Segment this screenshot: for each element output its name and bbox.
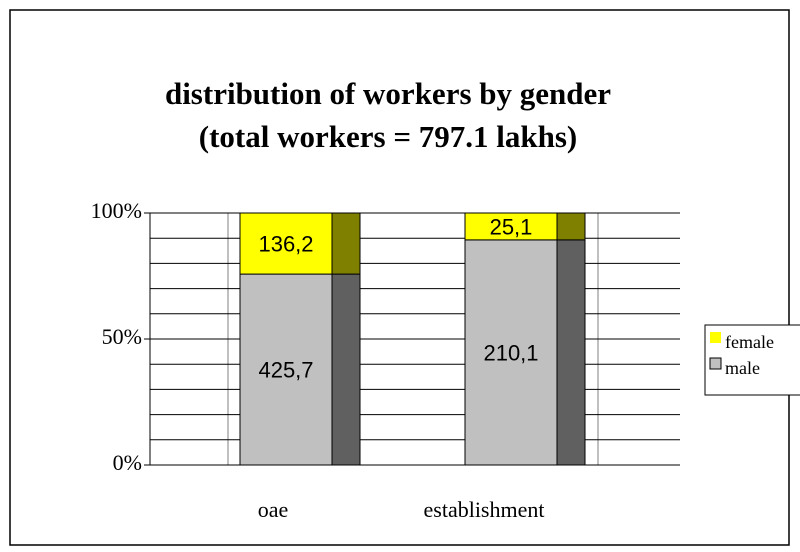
bar-segment: [239, 212, 333, 275]
legend-label: female: [725, 332, 774, 352]
bar-segment: [239, 273, 333, 466]
x-tick-label: oae: [258, 497, 289, 522]
bar-side: [331, 212, 361, 275]
chart-title: distribution of workers by gender: [165, 76, 611, 111]
y-tick-label: 0%: [113, 450, 142, 475]
y-tick-label: 100%: [91, 198, 142, 223]
legend-label: male: [725, 358, 760, 378]
data-label: 210,1: [483, 340, 538, 365]
data-label: 425,7: [258, 357, 313, 382]
legend-swatch: [709, 357, 722, 370]
legend-swatch: [710, 332, 721, 343]
y-tick-label: 50%: [102, 324, 142, 349]
x-tick-label: establishment: [424, 497, 545, 522]
chart-frame: [9, 9, 790, 546]
chart-subtitle: (total workers = 797.1 lakhs): [199, 119, 577, 154]
bar-side: [556, 212, 586, 241]
bar-side: [556, 239, 586, 466]
bar-segment: [464, 239, 558, 466]
bar-side: [331, 273, 361, 466]
data-label: 136,2: [258, 231, 313, 256]
data-label: 25,1: [490, 214, 533, 239]
